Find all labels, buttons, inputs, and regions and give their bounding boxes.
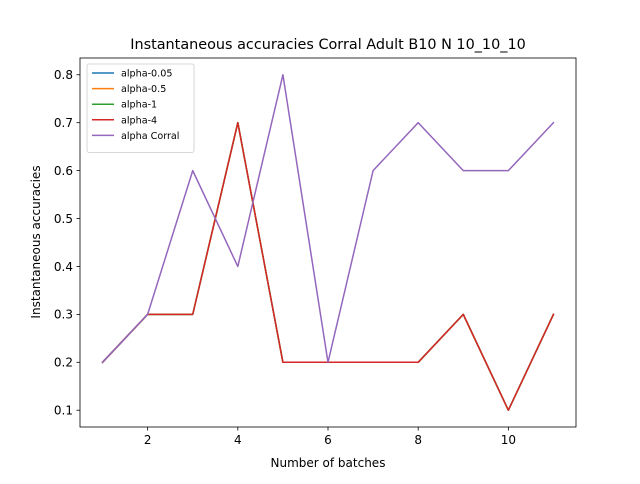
x-tick-label: 2 bbox=[144, 433, 152, 447]
legend-label: alpha-4 bbox=[121, 115, 157, 126]
y-axis-label: Instantaneous accuracies bbox=[29, 165, 43, 318]
y-tick-label: 0.5 bbox=[54, 212, 73, 226]
legend-label: alpha-0.05 bbox=[121, 69, 172, 80]
y-tick-label: 0.4 bbox=[54, 260, 73, 274]
x-tick-label: 8 bbox=[414, 433, 422, 447]
plot-area: 2 4 6 8 10 0.1 0.2 0.3 0.4 0.5 0.6 0.7 0.8 alpha-0.05… bbox=[54, 57, 577, 447]
x-tick-label: 10 bbox=[501, 433, 516, 447]
x-axis-label: Number of batches bbox=[271, 456, 386, 470]
chart-title: Instantaneous accuracies Corral Adult B1… bbox=[130, 37, 526, 53]
y-tick-label: 0.2 bbox=[54, 356, 73, 370]
legend-box bbox=[86, 63, 195, 153]
x-tick-label: 6 bbox=[324, 433, 332, 447]
legend-label: alpha-0.5 bbox=[121, 84, 166, 95]
y-tick-label: 0.7 bbox=[54, 116, 73, 130]
y-tick-label: 0.3 bbox=[54, 308, 73, 322]
legend-label: alpha Corral bbox=[121, 131, 179, 142]
y-tick-label: 0.8 bbox=[54, 68, 73, 82]
series-line-alpha-corral bbox=[101, 74, 555, 364]
x-tick-label: 4 bbox=[234, 433, 242, 447]
legend-label: alpha-1 bbox=[121, 100, 157, 111]
y-tick-label: 0.6 bbox=[54, 164, 73, 178]
y-tick-label: 0.1 bbox=[54, 404, 73, 418]
